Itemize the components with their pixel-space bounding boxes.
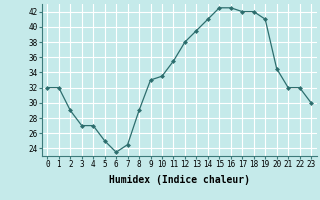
X-axis label: Humidex (Indice chaleur): Humidex (Indice chaleur) bbox=[109, 175, 250, 185]
